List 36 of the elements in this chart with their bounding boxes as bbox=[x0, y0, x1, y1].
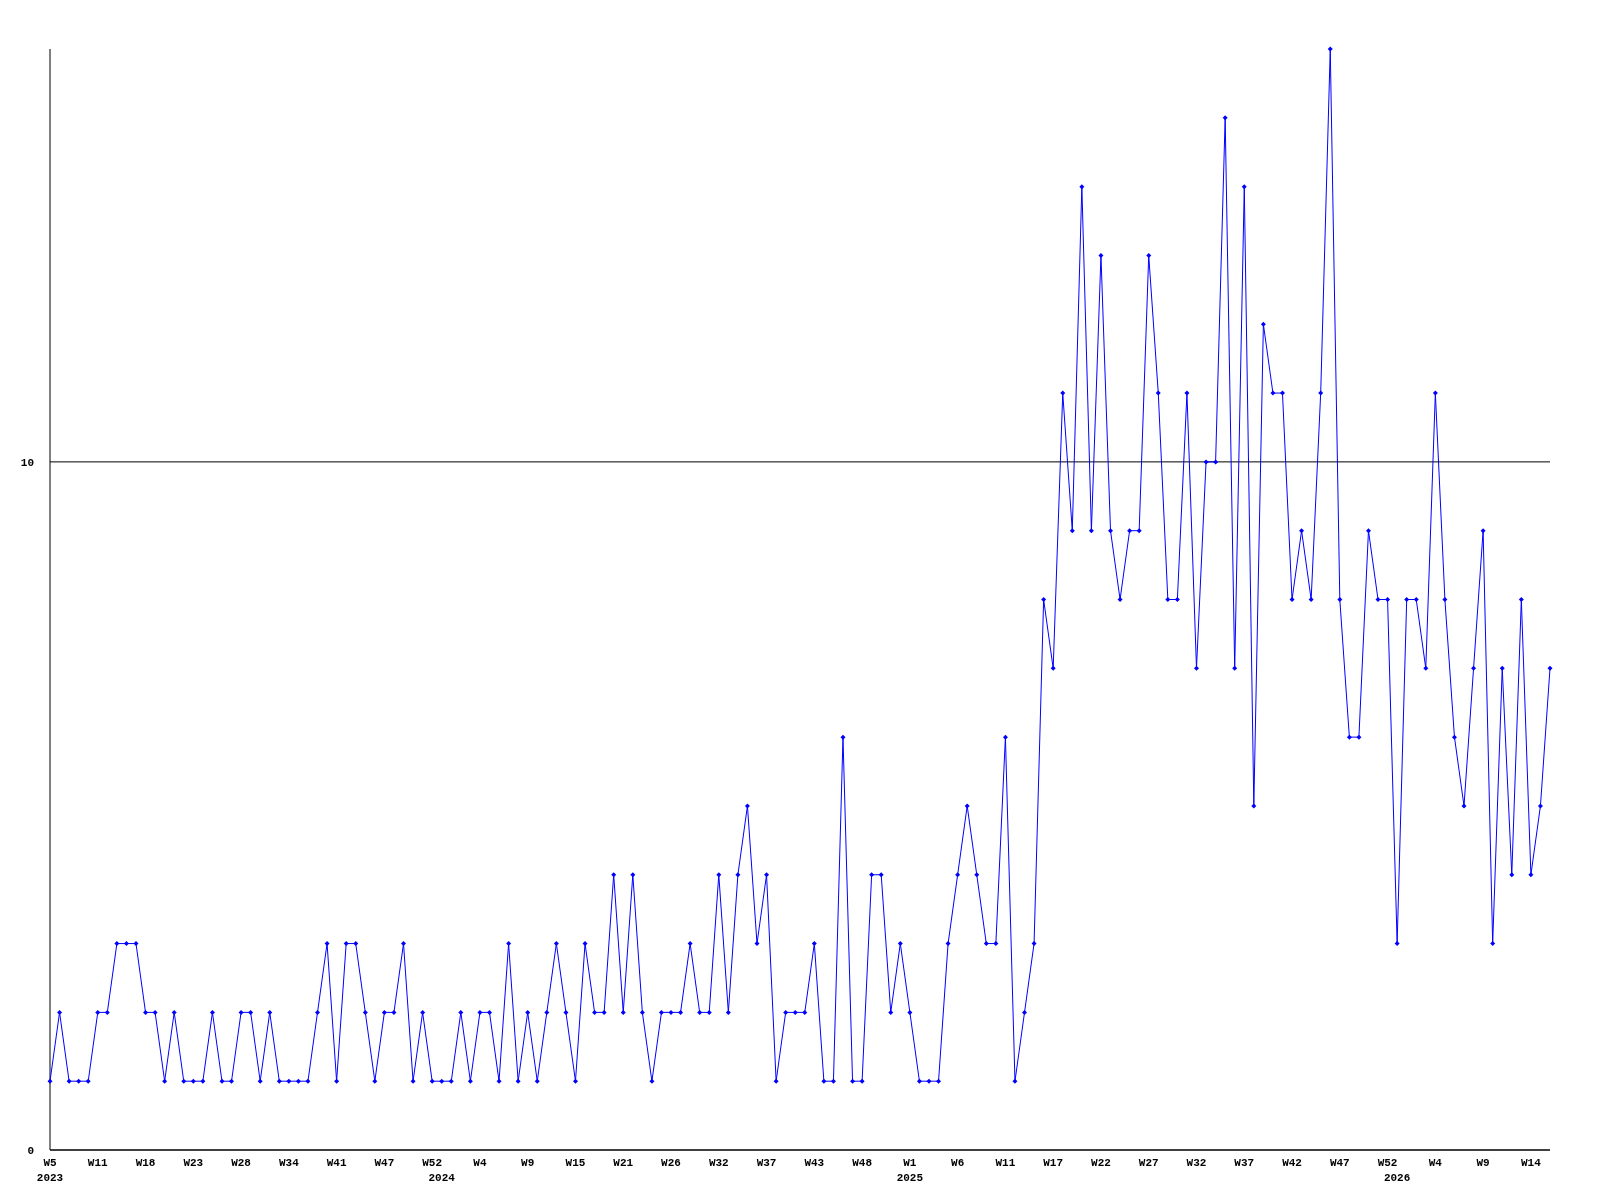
x-tick-label: W6 bbox=[951, 1157, 965, 1169]
x-tick-label: W34 bbox=[278, 1157, 300, 1169]
x-tick-label: W26 bbox=[661, 1157, 681, 1169]
x-tick-label: W14 bbox=[1520, 1157, 1542, 1169]
x-tick-label: W11 bbox=[87, 1157, 109, 1169]
x-tick-label: W41 bbox=[326, 1157, 347, 1169]
x-tick-label: W9 bbox=[1476, 1157, 1490, 1169]
x-tick-label: W23 bbox=[183, 1157, 204, 1169]
x-tick-label: W52 bbox=[422, 1157, 443, 1169]
x-tick-label: W18 bbox=[135, 1157, 156, 1169]
x-tick-label: W47 bbox=[1329, 1157, 1350, 1169]
x-tick-label: W52 bbox=[1377, 1157, 1398, 1169]
x-tick-label: W47 bbox=[374, 1157, 395, 1169]
x-tick-label: W4 bbox=[1428, 1157, 1443, 1169]
x-tick-label: W11 bbox=[995, 1157, 1016, 1169]
y-tick-label: 10 bbox=[20, 456, 34, 469]
x-tick-label: W21 bbox=[613, 1157, 634, 1169]
x-tick-label: W27 bbox=[1138, 1157, 1159, 1169]
y-tick-label: 0 bbox=[27, 1144, 34, 1157]
x-tick-label: W9 bbox=[521, 1157, 535, 1169]
x-tick-label: 2024 bbox=[428, 1172, 456, 1184]
x-tick-label: W15 bbox=[565, 1157, 586, 1169]
x-tick-label: W32 bbox=[708, 1157, 729, 1169]
x-tick-label: 2026 bbox=[1383, 1172, 1411, 1184]
x-tick-label: W32 bbox=[1186, 1157, 1207, 1169]
x-tick-label: W17 bbox=[1043, 1157, 1064, 1169]
x-tick-label: W48 bbox=[852, 1157, 873, 1169]
x-tick-label: W4 bbox=[473, 1157, 487, 1169]
x-tick-label: W37 bbox=[1234, 1157, 1255, 1169]
x-tick-label: W42 bbox=[1282, 1157, 1302, 1169]
x-tick-label: W1 2025 bbox=[896, 1157, 924, 1184]
x-tick-label: W37 bbox=[756, 1157, 777, 1169]
x-tick-label: W5 2023 bbox=[36, 1157, 64, 1184]
x-tick-label: W22 bbox=[1091, 1157, 1111, 1169]
x-tick-label: W43 bbox=[804, 1157, 825, 1169]
x-tick-label: W28 bbox=[231, 1157, 252, 1169]
